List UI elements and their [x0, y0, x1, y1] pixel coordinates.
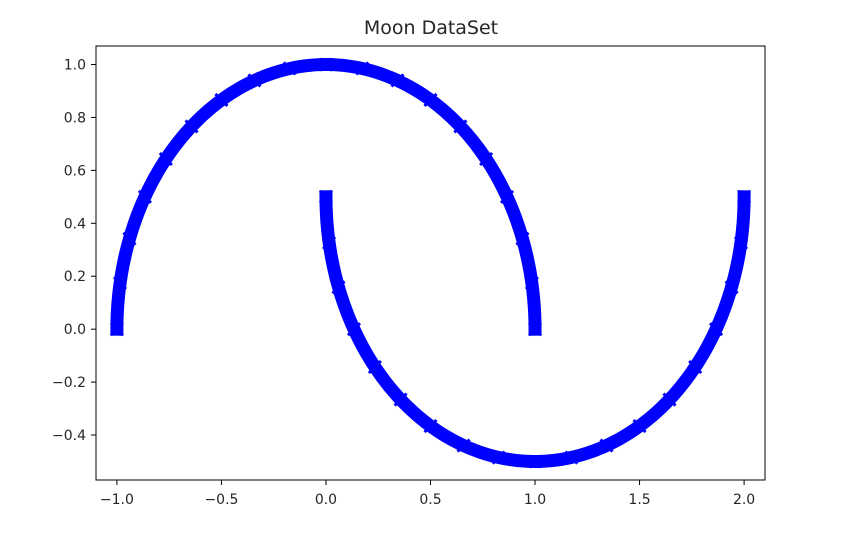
- y-tick-label: 0.2: [64, 269, 86, 285]
- plot-frame: [95, 45, 766, 481]
- x-tick-label: −1.0: [100, 492, 134, 508]
- data-point: [527, 454, 543, 469]
- data-point: [322, 235, 337, 250]
- data-point: [453, 119, 468, 134]
- data-point: [355, 61, 370, 76]
- x-axis: −1.0 −0.5 0.0 0.5 1.0 1.5 2.0: [100, 480, 755, 508]
- data-point: [524, 276, 539, 291]
- data-point: [282, 61, 297, 76]
- series-2: [318, 189, 752, 469]
- data-point: [318, 189, 334, 204]
- data-point: [367, 359, 382, 375]
- data-point: [318, 57, 334, 72]
- x-tick-label: 0.5: [419, 492, 441, 508]
- data-point: [112, 276, 128, 291]
- data-point: [158, 151, 173, 167]
- y-tick-label: −0.4: [52, 428, 86, 444]
- data-point: [184, 119, 199, 134]
- y-tick-label: 0.0: [64, 322, 86, 338]
- y-tick-label: 0.6: [64, 163, 86, 179]
- y-axis: −0.4 −0.2 0.0 0.2 0.4 0.6 0.8 1.0: [52, 58, 96, 444]
- data-point: [331, 280, 346, 295]
- data-point: [709, 322, 724, 337]
- series-1: [109, 57, 543, 337]
- data-point: [122, 231, 137, 246]
- data-point: [724, 280, 739, 295]
- data-point: [662, 392, 677, 407]
- x-tick-label: 0.0: [315, 492, 337, 508]
- data-point: [632, 418, 647, 434]
- data-point: [515, 231, 530, 246]
- data-point: [733, 235, 749, 250]
- data-point: [564, 450, 579, 465]
- data-point: [247, 73, 262, 88]
- data-point: [346, 322, 362, 337]
- x-tick-label: 1.5: [628, 492, 650, 508]
- data-point: [491, 450, 506, 465]
- plot-data: [109, 57, 752, 469]
- data-point: [527, 322, 543, 337]
- data-point: [456, 438, 471, 453]
- data-point: [393, 392, 408, 407]
- data-point: [214, 92, 229, 108]
- x-tick-label: −0.5: [204, 492, 238, 508]
- data-point: [137, 189, 152, 204]
- data-point: [688, 359, 703, 375]
- data-point: [479, 151, 494, 167]
- y-tick-label: 0.4: [64, 216, 86, 232]
- data-point: [423, 418, 438, 434]
- y-tick-label: −0.2: [52, 375, 86, 391]
- data-point: [390, 73, 405, 88]
- chart-title: Moon DataSet: [364, 17, 498, 39]
- y-tick-label: 1.0: [64, 58, 86, 74]
- x-tick-label: 2.0: [733, 492, 755, 508]
- y-tick-label: 0.8: [64, 110, 86, 126]
- data-point: [423, 92, 438, 108]
- data-point: [599, 438, 614, 453]
- data-point: [737, 189, 752, 204]
- data-point: [109, 322, 124, 337]
- x-tick-label: 1.0: [524, 492, 546, 508]
- data-point: [499, 189, 515, 204]
